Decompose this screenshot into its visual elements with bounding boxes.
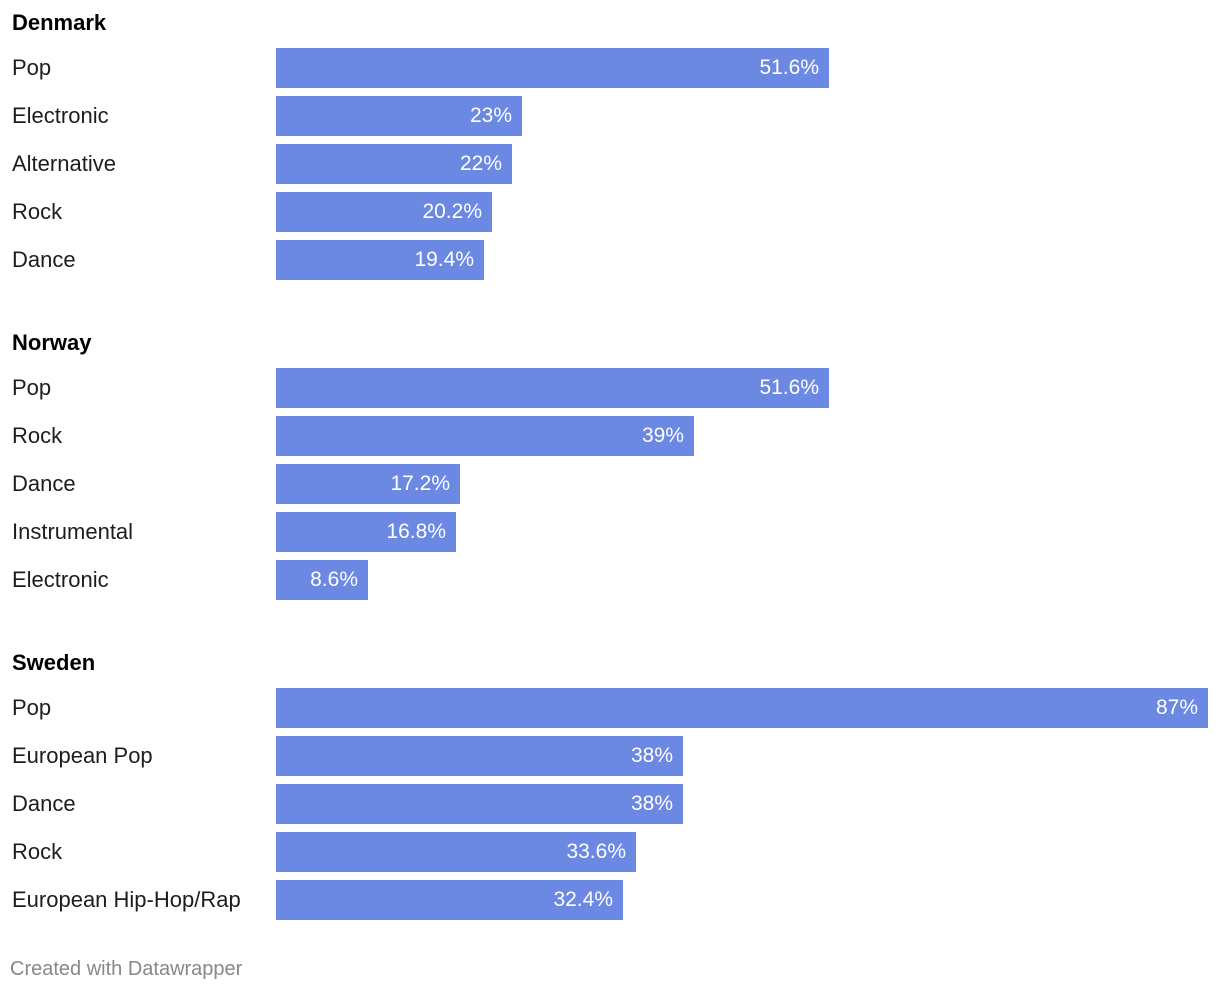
bar-value-label: 39% [641, 424, 684, 447]
bar-row: Electronic 23% [0, 96, 1220, 136]
bar-chart: Denmark Pop 51.6% Electronic 23% Alternative 2… [0, 8, 1220, 928]
bar[interactable]: 8.6% [276, 560, 368, 600]
bar[interactable]: 17.2% [276, 464, 460, 504]
bar-row: Rock 33.6% [0, 832, 1220, 872]
datawrapper-credit[interactable]: Created with Datawrapper [10, 958, 243, 980]
bar-row: Rock 39% [0, 416, 1220, 456]
bar-value-label: 32.4% [553, 888, 613, 911]
category-label: Rock [12, 423, 63, 448]
category-label: Dance [12, 791, 76, 816]
bar[interactable]: 19.4% [276, 240, 484, 280]
bar[interactable]: 51.6% [276, 48, 829, 88]
bar-value-label: 38% [630, 792, 673, 815]
category-label: Pop [12, 55, 52, 80]
bar-row: Rock 20.2% [0, 192, 1220, 232]
bar[interactable]: 51.6% [276, 368, 829, 408]
bar-value-label: 33.6% [566, 840, 626, 863]
bar[interactable]: 22% [276, 144, 512, 184]
category-label: Electronic [12, 103, 109, 128]
bar-value-label: 8.6% [310, 568, 358, 591]
bar[interactable]: 39% [276, 416, 694, 456]
chart-group-denmark: Denmark Pop 51.6% Electronic 23% Alternative 2… [0, 8, 1220, 288]
bar-row: Dance 17.2% [0, 464, 1220, 504]
category-label: Rock [12, 199, 63, 224]
bar[interactable]: 32.4% [276, 880, 623, 920]
bar-row: Pop 51.6% [0, 48, 1220, 88]
bar-row: Pop 51.6% [0, 368, 1220, 408]
group-title: Sweden [12, 650, 96, 675]
bar[interactable]: 16.8% [276, 512, 456, 552]
bar[interactable]: 38% [276, 736, 683, 776]
category-label: Instrumental [12, 519, 134, 544]
bar-row: Alternative 22% [0, 144, 1220, 184]
bar-value-label: 38% [630, 744, 673, 767]
category-label: Alternative [12, 151, 116, 176]
category-label: Pop [12, 695, 52, 720]
group-title: Denmark [12, 10, 107, 35]
bar-row: European Hip-Hop/Rap 32.4% [0, 880, 1220, 920]
bar-value-label: 23% [469, 104, 512, 127]
category-label: European Hip-Hop/Rap [12, 887, 241, 912]
category-label: Pop [12, 375, 52, 400]
bar-row: Instrumental 16.8% [0, 512, 1220, 552]
bar-row: Electronic 8.6% [0, 560, 1220, 600]
bar-value-label: 17.2% [390, 472, 450, 495]
bar[interactable]: 23% [276, 96, 522, 136]
chart-group-norway: Norway Pop 51.6% Rock 39% Dance 17.2% Instrumen… [0, 328, 1220, 608]
bar[interactable]: 87% [276, 688, 1208, 728]
bar[interactable]: 33.6% [276, 832, 636, 872]
bar[interactable]: 38% [276, 784, 683, 824]
bar-value-label: 51.6% [759, 56, 819, 79]
bar-row: European Pop 38% [0, 736, 1220, 776]
group-title: Norway [12, 330, 92, 355]
category-label: European Pop [12, 743, 153, 768]
bar-row: Dance 19.4% [0, 240, 1220, 280]
category-label: Electronic [12, 567, 109, 592]
category-label: Dance [12, 471, 76, 496]
bar-value-label: 51.6% [759, 376, 819, 399]
category-label: Dance [12, 247, 76, 272]
category-label: Rock [12, 839, 63, 864]
bar-value-label: 16.8% [386, 520, 446, 543]
bar-row: Pop 87% [0, 688, 1220, 728]
chart-group-sweden: Sweden Pop 87% European Pop 38% Dance 38% Rock 3… [0, 648, 1220, 928]
bar-value-label: 22% [459, 152, 502, 175]
bar[interactable]: 20.2% [276, 192, 492, 232]
bar-value-label: 19.4% [414, 248, 474, 271]
bar-value-label: 20.2% [422, 200, 482, 223]
bar-row: Dance 38% [0, 784, 1220, 824]
bar-value-label: 87% [1155, 696, 1198, 719]
